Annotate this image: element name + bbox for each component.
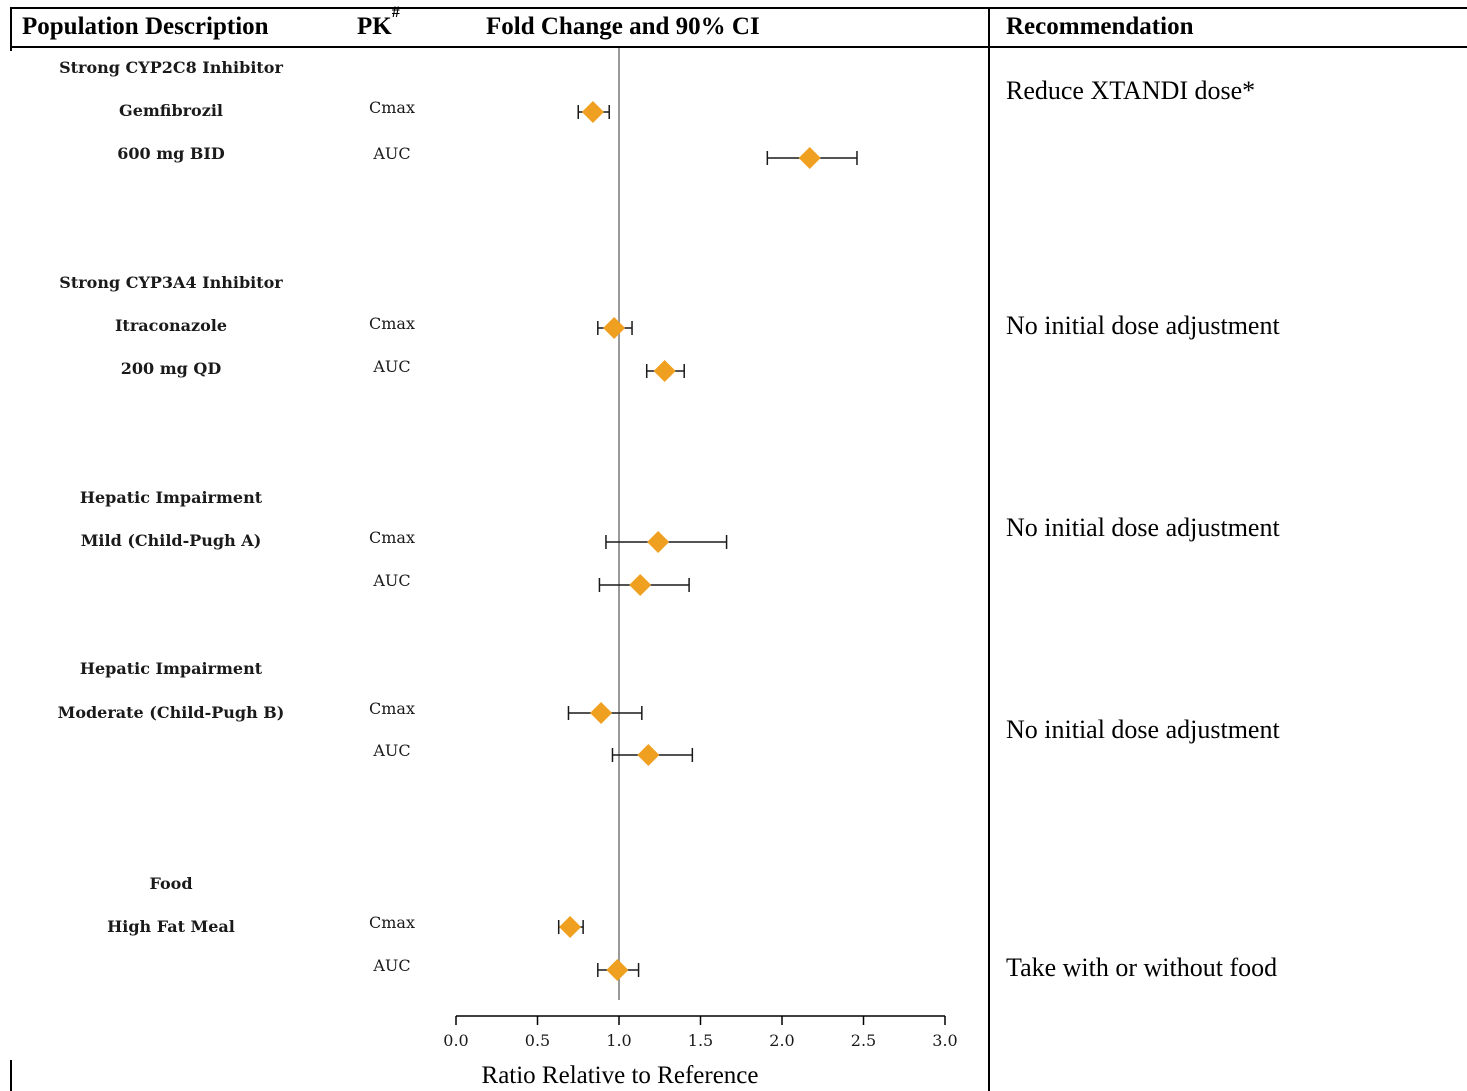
pk-label-cmax: Cmax bbox=[369, 528, 415, 547]
x-tick-label: 2.0 bbox=[769, 1031, 794, 1050]
group-2-label-1: Strong CYP3A4 Inhibitor bbox=[59, 273, 283, 292]
left-border-bottom bbox=[10, 1060, 12, 1091]
group-5-label-2: High Fat Meal bbox=[107, 917, 235, 936]
header-pk: PK# bbox=[357, 5, 400, 46]
x-tick-label: 0.0 bbox=[443, 1031, 468, 1050]
recommendation-group-4: No initial dose adjustment bbox=[1006, 715, 1280, 744]
point-estimate-marker bbox=[637, 744, 660, 766]
pk-label-cmax: Cmax bbox=[369, 314, 415, 333]
pk-label-cmax: Cmax bbox=[369, 98, 415, 117]
header-pk-superscript: # bbox=[391, 4, 400, 21]
group-1-label-2: Gemfibrozil bbox=[119, 101, 223, 120]
point-estimate-marker bbox=[798, 147, 821, 169]
recommendation-group-1: Reduce XTANDI dose* bbox=[1006, 76, 1256, 105]
x-tick-label: 0.5 bbox=[525, 1031, 550, 1050]
x-tick-label: 3.0 bbox=[932, 1031, 957, 1050]
point-estimate-marker bbox=[653, 360, 676, 382]
group-4-label-2: Moderate (Child-Pugh B) bbox=[58, 703, 285, 722]
header-population-description: Population Description bbox=[22, 13, 269, 40]
group-1-label-3: 600 mg BID bbox=[117, 144, 225, 163]
group-1-label-1: Strong CYP2C8 Inhibitor bbox=[59, 58, 283, 77]
table-top-border bbox=[10, 7, 1467, 9]
pk-label-cmax: Cmax bbox=[369, 913, 415, 932]
group-2-label-3: 200 mg QD bbox=[121, 359, 222, 378]
header-fold-change: Fold Change and 90% CI bbox=[486, 13, 760, 40]
x-axis-title: Ratio Relative to Reference bbox=[482, 1062, 759, 1089]
point-estimate-marker bbox=[559, 916, 582, 938]
header-recommendation: Recommendation bbox=[1006, 13, 1194, 40]
pk-label-auc: AUC bbox=[372, 144, 410, 163]
pk-label-auc: AUC bbox=[372, 956, 410, 975]
point-estimate-marker bbox=[629, 574, 652, 596]
pk-label-auc: AUC bbox=[372, 571, 410, 590]
x-tick-label: 1.0 bbox=[606, 1031, 631, 1050]
point-estimate-marker bbox=[581, 101, 604, 123]
x-tick-label: 1.5 bbox=[688, 1031, 713, 1050]
pk-label-auc: AUC bbox=[372, 741, 410, 760]
header-pk-label: PK bbox=[357, 13, 392, 40]
point-estimate-marker bbox=[647, 531, 670, 553]
group-3-label-1: Hepatic Impairment bbox=[80, 488, 263, 507]
recommendation-group-2: No initial dose adjustment bbox=[1006, 311, 1280, 340]
left-border-top bbox=[10, 7, 12, 51]
header-bottom-border bbox=[10, 46, 1467, 48]
group-5-label-1: Food bbox=[149, 874, 192, 893]
group-2-label-2: Itraconazole bbox=[115, 316, 227, 335]
point-estimate-marker bbox=[590, 702, 613, 724]
point-estimate-marker bbox=[603, 317, 626, 339]
x-tick-label: 2.5 bbox=[851, 1031, 876, 1050]
pk-label-auc: AUC bbox=[372, 357, 410, 376]
point-estimate-marker bbox=[606, 959, 629, 981]
pk-label-cmax: Cmax bbox=[369, 699, 415, 718]
group-3-label-2: Mild (Child-Pugh A) bbox=[81, 531, 262, 550]
column-divider bbox=[988, 7, 990, 1091]
recommendation-group-5: Take with or without food bbox=[1006, 953, 1278, 982]
group-4-label-1: Hepatic Impairment bbox=[80, 659, 263, 678]
recommendation-group-3: No initial dose adjustment bbox=[1006, 513, 1280, 542]
